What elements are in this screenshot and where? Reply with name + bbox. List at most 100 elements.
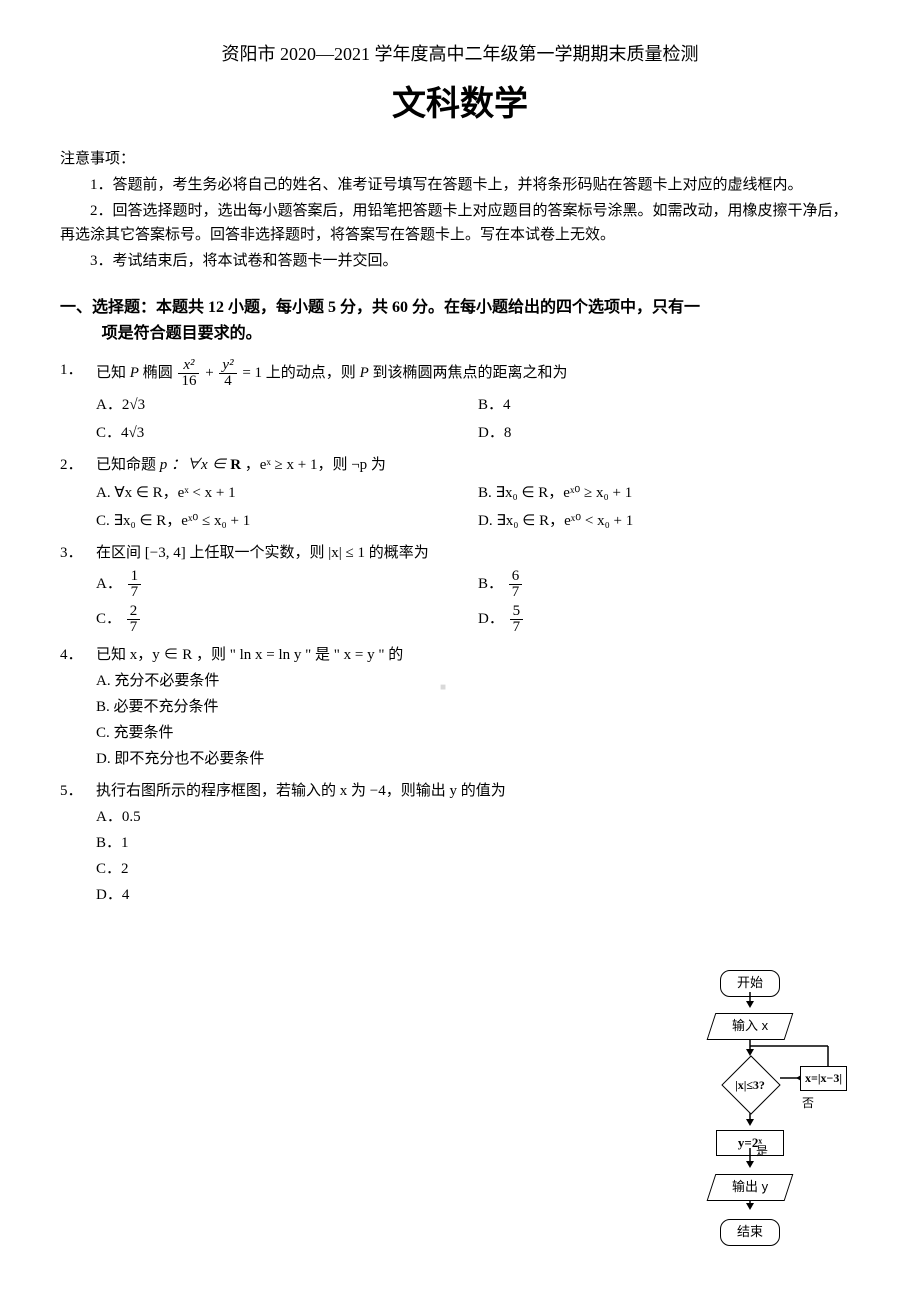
question-5: 5． 执行右图所示的程序框图，若输入的 x 为 −4，则输出 y 的值为 A．0… — [60, 779, 860, 907]
q1-eq: = 1 — [242, 365, 262, 381]
q1-opts-row2: C．4√3 D．8 — [96, 421, 860, 445]
q1-opt-D: D．8 — [478, 421, 860, 445]
q2-stem-a: 已知命题 — [96, 457, 160, 473]
q2-opt-A: A. ∀x ∈ R，eˣ < x + 1 — [96, 481, 478, 505]
q3-A-num: 1 — [128, 569, 142, 585]
q2-opts-row1: A. ∀x ∈ R，eˣ < x + 1 B. ∃x₀ ∈ R，eˣ⁰ ≥ x₀… — [96, 481, 860, 505]
q3-C-den: 7 — [127, 620, 141, 635]
q1-opt-B: B．4 — [478, 393, 860, 417]
title-line1: 资阳市 2020—2021 学年度高中二年级第一学期期末质量检测 — [60, 40, 860, 69]
q1-opt-C: C．4√3 — [96, 421, 478, 445]
fc-no-label: 否 — [802, 1094, 814, 1113]
fc-output: 输出 y — [707, 1174, 794, 1201]
notice-item-1: 1．答题前，考生务必将自己的姓名、准考证号填写在答题卡上，并将条形码贴在答题卡上… — [60, 173, 860, 197]
q4-stem: 已知 x，y ∈ R ，则 " ln x = ln y " 是 " x = y … — [96, 647, 403, 663]
q1-frac1-den: 16 — [178, 374, 199, 389]
q3-C-num: 2 — [127, 604, 141, 620]
q4-opt-B: B. 必要不充分条件 — [96, 695, 860, 719]
question-3: 3． 在区间 [−3, 4] 上任取一个实数，则 |x| ≤ 1 的概率为 A．… — [60, 541, 860, 635]
q3-opts-row1: A． 1 7 B． 6 7 — [96, 569, 860, 600]
q1-frac2-num: y² — [219, 358, 236, 374]
q3-opt-A: A． 1 7 — [96, 569, 478, 600]
q2-num: 2． — [60, 453, 96, 533]
q3-B-label: B． — [478, 576, 503, 592]
q1-P: P — [130, 365, 139, 381]
q3-D-den: 7 — [510, 620, 524, 635]
question-4: 4． 已知 x，y ∈ R ，则 " ln x = ln y " 是 " x =… — [60, 643, 860, 771]
q1-stem-end: 到该椭圆两焦点的距离之和为 — [372, 365, 567, 381]
q3-A-den: 7 — [128, 585, 142, 600]
q5-num: 5． — [60, 779, 96, 907]
q2-opt-C: C. ∃x₀ ∈ R，eˣ⁰ ≤ x₀ + 1 — [96, 509, 478, 533]
question-1: 1． 已知 P 椭圆 x² 16 + y² 4 = 1 上的动点，则 P 到该椭… — [60, 358, 860, 445]
q3-B-frac: 6 7 — [509, 569, 523, 600]
q1-stem-mid: 椭圆 — [143, 365, 177, 381]
q3-stem: 在区间 [−3, 4] 上任取一个实数，则 |x| ≤ 1 的概率为 — [96, 545, 429, 561]
q3-body: 在区间 [−3, 4] 上任取一个实数，则 |x| ≤ 1 的概率为 A． 1 … — [96, 541, 860, 635]
q3-D-label: D． — [478, 611, 504, 627]
q1-body: 已知 P 椭圆 x² 16 + y² 4 = 1 上的动点，则 P 到该椭圆两焦… — [96, 358, 860, 445]
q3-opt-D: D． 5 7 — [478, 604, 860, 635]
q2-opts-row2: C. ∃x₀ ∈ R，eˣ⁰ ≤ x₀ + 1 D. ∃x₀ ∈ R，eˣ⁰ <… — [96, 509, 860, 533]
q4-body: 已知 x，y ∈ R ，则 " ln x = ln y " 是 " x = y … — [96, 643, 860, 771]
q3-C-label: C． — [96, 611, 121, 627]
section-head-line1: 一、选择题：本题共 12 小题，每小题 5 分，共 60 分。在每小题给出的四个… — [60, 299, 700, 316]
q3-A-label: A． — [96, 576, 122, 592]
q4-opt-A: A. 充分不必要条件 — [96, 669, 860, 693]
q5-body: 执行右图所示的程序框图，若输入的 x 为 −4，则输出 y 的值为 A．0.5 … — [96, 779, 860, 907]
notice-item-2: 2．回答选择题时，选出每小题答案后，用铅笔把答题卡上对应题目的答案标号涂黑。如需… — [60, 199, 860, 247]
fc-cond-wrap: |x|≤3? — [710, 1062, 790, 1106]
section-head: 一、选择题：本题共 12 小题，每小题 5 分，共 60 分。在每小题给出的四个… — [60, 295, 860, 346]
q2-opt-D: D. ∃x₀ ∈ R，eˣ⁰ < x₀ + 1 — [478, 509, 860, 533]
q5-opt-D: D．4 — [96, 883, 860, 907]
q2-R: R — [230, 457, 241, 473]
q5-opts: A．0.5 B．1 C．2 D．4 — [96, 805, 860, 907]
q3-C-frac: 2 7 — [127, 604, 141, 635]
q4-opt-D: D. 即不充分也不必要条件 — [96, 747, 860, 771]
q4-num: 4． — [60, 643, 96, 771]
fc-side-rect: x=|x−3| — [800, 1066, 847, 1091]
fc-input: 输入 x — [707, 1013, 794, 1040]
q5-opt-B: B．1 — [96, 831, 860, 855]
q3-opt-C: C． 2 7 — [96, 604, 478, 635]
q1-opts-row1: A．2√3 B．4 — [96, 393, 860, 417]
fc-cond-label: |x|≤3? — [710, 1076, 790, 1095]
flowchart: 开始 输入 x |x|≤3? x=|x−3| 否 是 y=2ˣ 输出 y 结束 — [710, 970, 790, 1246]
q1-plus: + — [205, 365, 213, 381]
fc-start: 开始 — [720, 970, 780, 997]
q1-opt-A: A．2√3 — [96, 393, 478, 417]
fc-side-label: x=|x−3| — [805, 1071, 842, 1085]
title-line2: 文科数学 — [60, 77, 860, 131]
q3-D-num: 5 — [510, 604, 524, 620]
q4-opt-C: C. 充要条件 — [96, 721, 860, 745]
q5-opt-A: A．0.5 — [96, 805, 860, 829]
q3-opts-row2: C． 2 7 D． 5 7 — [96, 604, 860, 635]
q1-stem-post: 上的动点，则 — [266, 365, 360, 381]
q2-p: p ：∀x ∈ — [160, 457, 230, 473]
q4-opts: A. 充分不必要条件 B. 必要不充分条件 C. 充要条件 D. 即不充分也不必… — [96, 669, 860, 771]
question-2: 2． 已知命题 p ：∀x ∈ R ，eˣ ≥ x + 1，则 ¬p 为 A. … — [60, 453, 860, 533]
fc-end: 结束 — [720, 1219, 780, 1246]
q3-B-num: 6 — [509, 569, 523, 585]
q1-frac1: x² 16 — [178, 358, 199, 389]
q1-frac2-den: 4 — [219, 374, 236, 389]
q2-opt-B: B. ∃x₀ ∈ R，eˣ⁰ ≥ x₀ + 1 — [478, 481, 860, 505]
page-container: 资阳市 2020—2021 学年度高中二年级第一学期期末质量检测 文科数学 注意… — [60, 40, 860, 907]
q5-stem: 执行右图所示的程序框图，若输入的 x 为 −4，则输出 y 的值为 — [96, 783, 506, 799]
notice-item-3: 3．考试结束后，将本试卷和答题卡一并交回。 — [60, 249, 860, 273]
q1-P2: P — [360, 365, 369, 381]
fc-end-label: 结束 — [737, 1224, 763, 1239]
q2-body: 已知命题 p ：∀x ∈ R ，eˣ ≥ x + 1，则 ¬p 为 A. ∀x … — [96, 453, 860, 533]
q1-num: 1． — [60, 358, 96, 445]
q1-frac2: y² 4 — [219, 358, 236, 389]
fc-input-label: 输入 x — [732, 1016, 768, 1037]
q5-opt-C: C．2 — [96, 857, 860, 881]
watermark-dot: ■ — [440, 680, 446, 696]
fc-assign: y=2ˣ — [716, 1130, 784, 1157]
fc-start-label: 开始 — [737, 975, 763, 990]
q3-D-frac: 5 7 — [510, 604, 524, 635]
q3-opt-B: B． 6 7 — [478, 569, 860, 600]
q3-B-den: 7 — [509, 585, 523, 600]
q1-frac1-num: x² — [178, 358, 199, 374]
q1-stem-pre: 已知 — [96, 365, 130, 381]
